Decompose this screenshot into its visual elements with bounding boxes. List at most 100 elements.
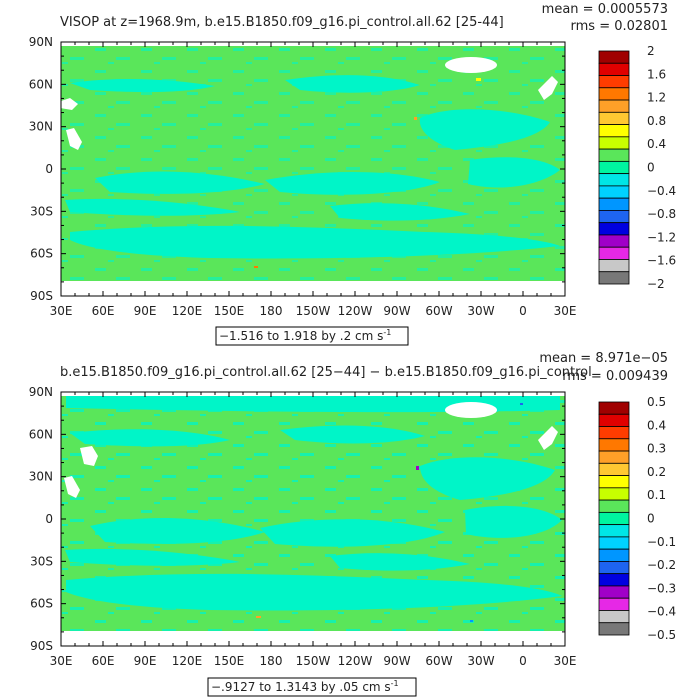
panel-1-rms: rms = 0.02801 xyxy=(571,19,668,34)
colorbar-label: 0.3 xyxy=(647,442,666,456)
colorbar-swatch xyxy=(598,536,630,550)
colorbar-label: −0.2 xyxy=(647,558,676,572)
colorbar-swatch xyxy=(598,271,630,285)
panel-2-range-label: −.9127 to 1.3143 by .05 cm s-1 xyxy=(211,679,399,694)
colorbar-swatch xyxy=(598,99,630,113)
land-hole xyxy=(80,446,98,466)
colorbar-swatch xyxy=(598,622,630,636)
x-tick-label: 60W xyxy=(425,304,452,318)
panel-2-y-ticks: 90N 60N 30N 0 30S 60S 90S xyxy=(29,385,565,653)
colorbar-swatch xyxy=(598,246,630,260)
x-tick-label: 0 xyxy=(519,304,527,318)
colorbar-label: 2 xyxy=(647,44,655,58)
colorbar-swatch xyxy=(598,597,630,611)
ocean-noise xyxy=(61,42,565,281)
y-tick-label: 60S xyxy=(30,597,53,611)
colorbar-label: 0.8 xyxy=(647,114,666,128)
y-tick-label: 30N xyxy=(29,120,53,134)
colorbar-swatch xyxy=(598,259,630,273)
anomaly-dot xyxy=(476,78,481,81)
colorbar-swatch xyxy=(598,413,630,427)
x-tick-label: 90W xyxy=(383,654,410,668)
panel-1: VISOP at z=1968.9m, b.e15.B1850.f09_g16.… xyxy=(29,2,676,346)
colorbar-label: −2 xyxy=(647,277,665,291)
x-tick-label: 120W xyxy=(338,654,373,668)
y-tick-label: 60N xyxy=(29,427,53,441)
x-tick-label: 150W xyxy=(296,654,331,668)
land-hole xyxy=(538,426,558,450)
x-tick-label: 150E xyxy=(214,654,245,668)
panel-2-title: b.e15.B1850.f09_g16.pi_control.all.62 [2… xyxy=(60,365,592,380)
y-tick-label: 30S xyxy=(30,554,53,568)
x-tick-label: 90W xyxy=(383,304,410,318)
x-tick-label: 30W xyxy=(467,304,494,318)
x-tick-label: 120E xyxy=(172,654,203,668)
anomaly-dot xyxy=(416,466,419,470)
x-tick-label: 60E xyxy=(92,304,115,318)
land-hole xyxy=(445,57,497,73)
x-tick-label: 30E xyxy=(50,304,73,318)
panel-1-range-box xyxy=(215,326,409,346)
x-tick-label: 150E xyxy=(214,304,245,318)
panel-1-mean: mean = 0.0005573 xyxy=(542,2,668,17)
panel-1-y-ticks: 90N 60N 30N 0 30S 60S 90S xyxy=(29,35,565,303)
y-tick-label: 0 xyxy=(45,162,53,176)
colorbar-swatch xyxy=(598,401,630,415)
x-tick-label: 90E xyxy=(134,304,157,318)
colorbar-swatch xyxy=(598,136,630,150)
panel-2-mean: mean = 8.971e−05 xyxy=(539,351,668,366)
colorbar-label: 0.2 xyxy=(647,465,666,479)
panel-1-range-label: −1.516 to 1.918 by .2 cm s-1 xyxy=(219,328,391,343)
y-tick-label: 90S xyxy=(30,289,53,303)
colorbar-swatch xyxy=(598,124,630,138)
colorbar-swatch xyxy=(598,487,630,501)
y-tick-label: 60S xyxy=(30,247,53,261)
anomaly-dot xyxy=(254,266,258,268)
x-tick-label: 180 xyxy=(260,654,283,668)
colorbar-label: −0.1 xyxy=(647,535,676,549)
colorbar-label: −0.4 xyxy=(647,605,676,619)
colorbar-swatch xyxy=(598,197,630,211)
panel-2-map xyxy=(61,392,565,646)
x-tick-label: 30W xyxy=(467,654,494,668)
colorbar-swatch xyxy=(598,573,630,587)
colorbar-swatch xyxy=(598,426,630,440)
colorbar-label: 0.5 xyxy=(647,395,666,409)
colorbar-label: −1.6 xyxy=(647,254,676,268)
colorbar-swatch xyxy=(598,548,630,562)
land-hole xyxy=(538,76,558,100)
colorbar-swatch xyxy=(598,511,630,526)
panel-2-rms: rms = 0.009439 xyxy=(562,369,668,384)
colorbar-label: −0.5 xyxy=(647,628,676,642)
anomaly-dot xyxy=(414,117,417,120)
colorbar-swatch xyxy=(598,87,630,101)
x-tick-label: 60W xyxy=(425,654,452,668)
colorbar-swatch xyxy=(598,50,630,64)
colorbar-label: 1.6 xyxy=(647,67,666,81)
colorbar-swatch xyxy=(598,210,630,224)
colorbar-swatch xyxy=(598,75,630,89)
anomaly-dot xyxy=(520,403,523,405)
colorbar-swatch xyxy=(598,160,630,175)
x-tick-label: 120W xyxy=(338,304,373,318)
land-hole xyxy=(66,128,82,150)
colorbar-swatch xyxy=(598,450,630,464)
colorbar-label: −1.2 xyxy=(647,230,676,244)
anomaly-dot xyxy=(256,616,261,618)
x-tick-label: 30E xyxy=(554,654,577,668)
y-tick-label: 90N xyxy=(29,385,53,399)
y-tick-label: 60N xyxy=(29,77,53,91)
colorbar-swatch xyxy=(598,173,630,187)
colorbar-label: 0 xyxy=(647,161,655,175)
x-tick-label: 30E xyxy=(50,654,73,668)
colorbar-swatch xyxy=(598,610,630,624)
colorbar-label: 0.4 xyxy=(647,137,666,151)
colorbar-swatch xyxy=(598,585,630,599)
anomaly-dot xyxy=(470,620,473,622)
colorbar-swatch xyxy=(598,499,630,513)
panel-1-map xyxy=(58,42,565,296)
land-hole xyxy=(58,98,78,110)
land-hole xyxy=(64,476,80,498)
panel-1-x-ticks: 30E 60E 90E 120E 150E 180 150W 120W 90W 60W 30W 0 30… xyxy=(50,42,576,318)
y-tick-label: 90S xyxy=(30,639,53,653)
